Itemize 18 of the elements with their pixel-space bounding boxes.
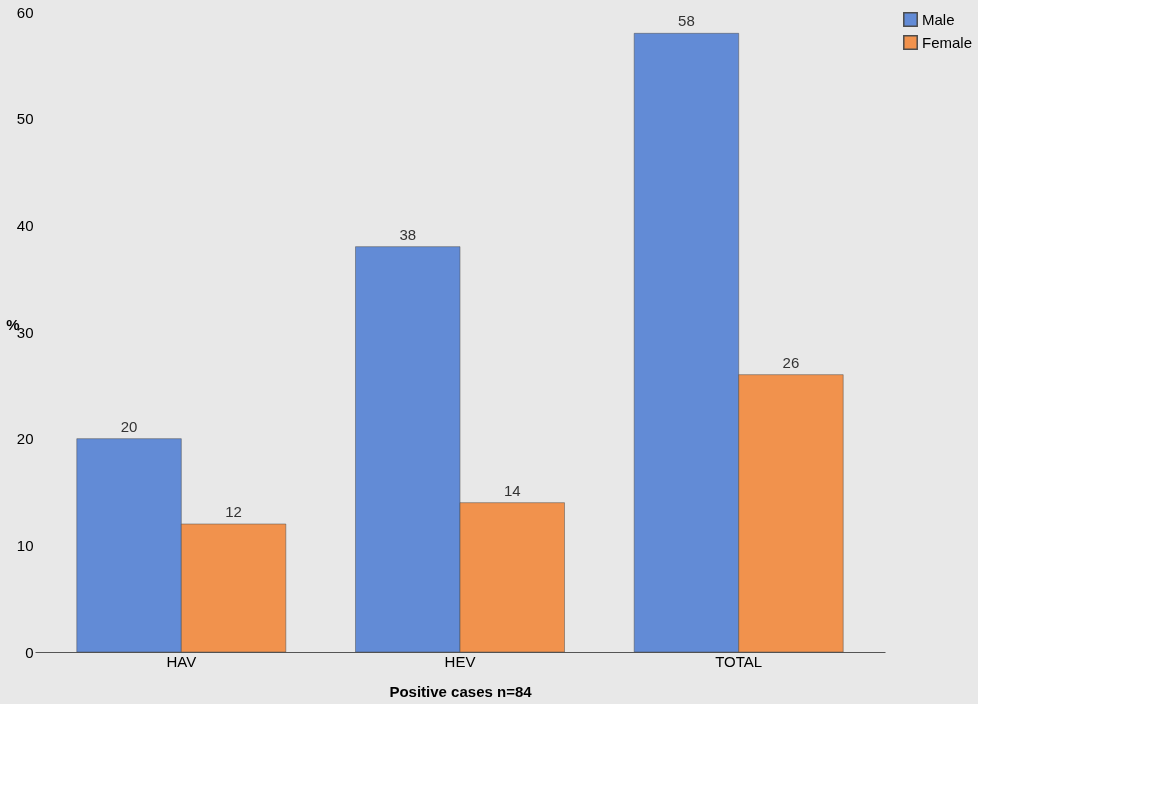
data-label: 58 [678, 12, 695, 30]
y-tick-label: 50 [16, 110, 34, 128]
data-label: 26 [782, 353, 800, 371]
y-tick-label: 60 [16, 3, 34, 21]
x-tick-label: HAV [166, 652, 197, 670]
legend-label: Male [922, 10, 955, 28]
x-tick-label: HEV [444, 652, 476, 670]
y-tick-label: 20 [16, 430, 34, 448]
data-label: 14 [503, 481, 521, 499]
data-label: 38 [399, 225, 417, 243]
data-label: 20 [120, 417, 138, 435]
y-tick-label: 40 [16, 216, 34, 234]
y-tick-label: 0 [25, 643, 34, 661]
x-axis-title: Positive cases n=84 [389, 682, 533, 700]
legend-label: Female [922, 33, 973, 51]
data-label: 12 [225, 503, 242, 520]
y-tick-label: 10 [16, 536, 34, 554]
x-tick-label: TOTAL [715, 652, 763, 670]
